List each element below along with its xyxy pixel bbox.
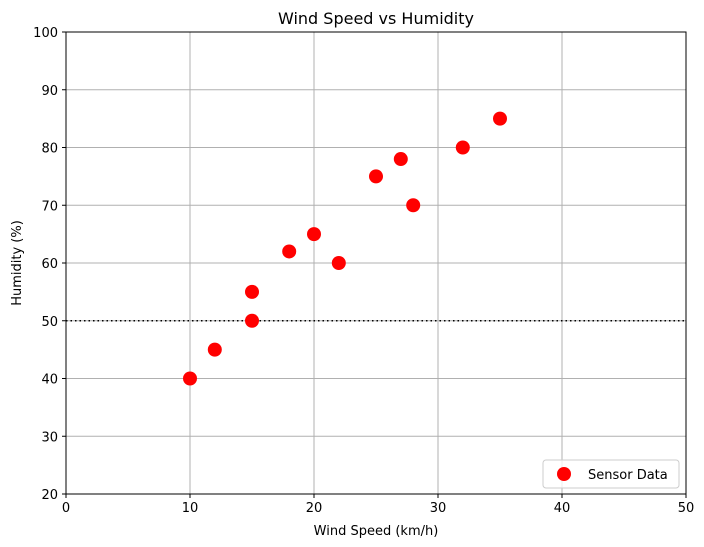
y-tick-label: 30 — [41, 430, 58, 445]
y-tick-label: 60 — [41, 257, 58, 272]
y-tick-label: 50 — [41, 315, 58, 330]
legend-marker — [557, 467, 571, 481]
y-tick-label: 20 — [41, 488, 58, 503]
data-points — [183, 111, 507, 386]
data-point — [245, 284, 259, 299]
y-axis-label: Humidity (%) — [10, 220, 25, 306]
y-tick-label: 40 — [41, 373, 58, 388]
legend-box — [542, 459, 680, 489]
data-point — [307, 227, 321, 242]
data-point — [207, 342, 222, 357]
data-point — [282, 244, 297, 259]
x-tick-label: 30 — [430, 501, 447, 516]
x-tick-label: 40 — [554, 501, 571, 516]
data-point — [393, 152, 408, 167]
y-tick-label: 70 — [41, 199, 58, 214]
x-tick-label: 10 — [182, 501, 199, 516]
x-tick-label: 0 — [62, 501, 70, 516]
legend-label: Sensor Data — [588, 468, 668, 483]
legend: Sensor Data — [542, 459, 680, 489]
data-point — [183, 371, 197, 386]
data-point — [455, 140, 470, 155]
x-tick-label: 20 — [306, 501, 323, 516]
data-point — [369, 169, 383, 184]
x-tick-label: 50 — [678, 501, 695, 516]
data-point — [493, 111, 507, 126]
x-axis-label: Wind Speed (km/h) — [314, 524, 439, 539]
data-point — [331, 256, 346, 270]
chart-title: Wind Speed vs Humidity — [278, 9, 474, 28]
data-point — [245, 313, 259, 328]
y-tick-label: 100 — [33, 26, 58, 41]
y-tick-label: 90 — [41, 84, 58, 99]
data-point — [406, 198, 421, 213]
axis-ticks: 0 10 20 30 40 50 20 30 40 50 60 70 80 90 100 — [33, 26, 694, 516]
y-tick-label: 80 — [41, 142, 58, 157]
